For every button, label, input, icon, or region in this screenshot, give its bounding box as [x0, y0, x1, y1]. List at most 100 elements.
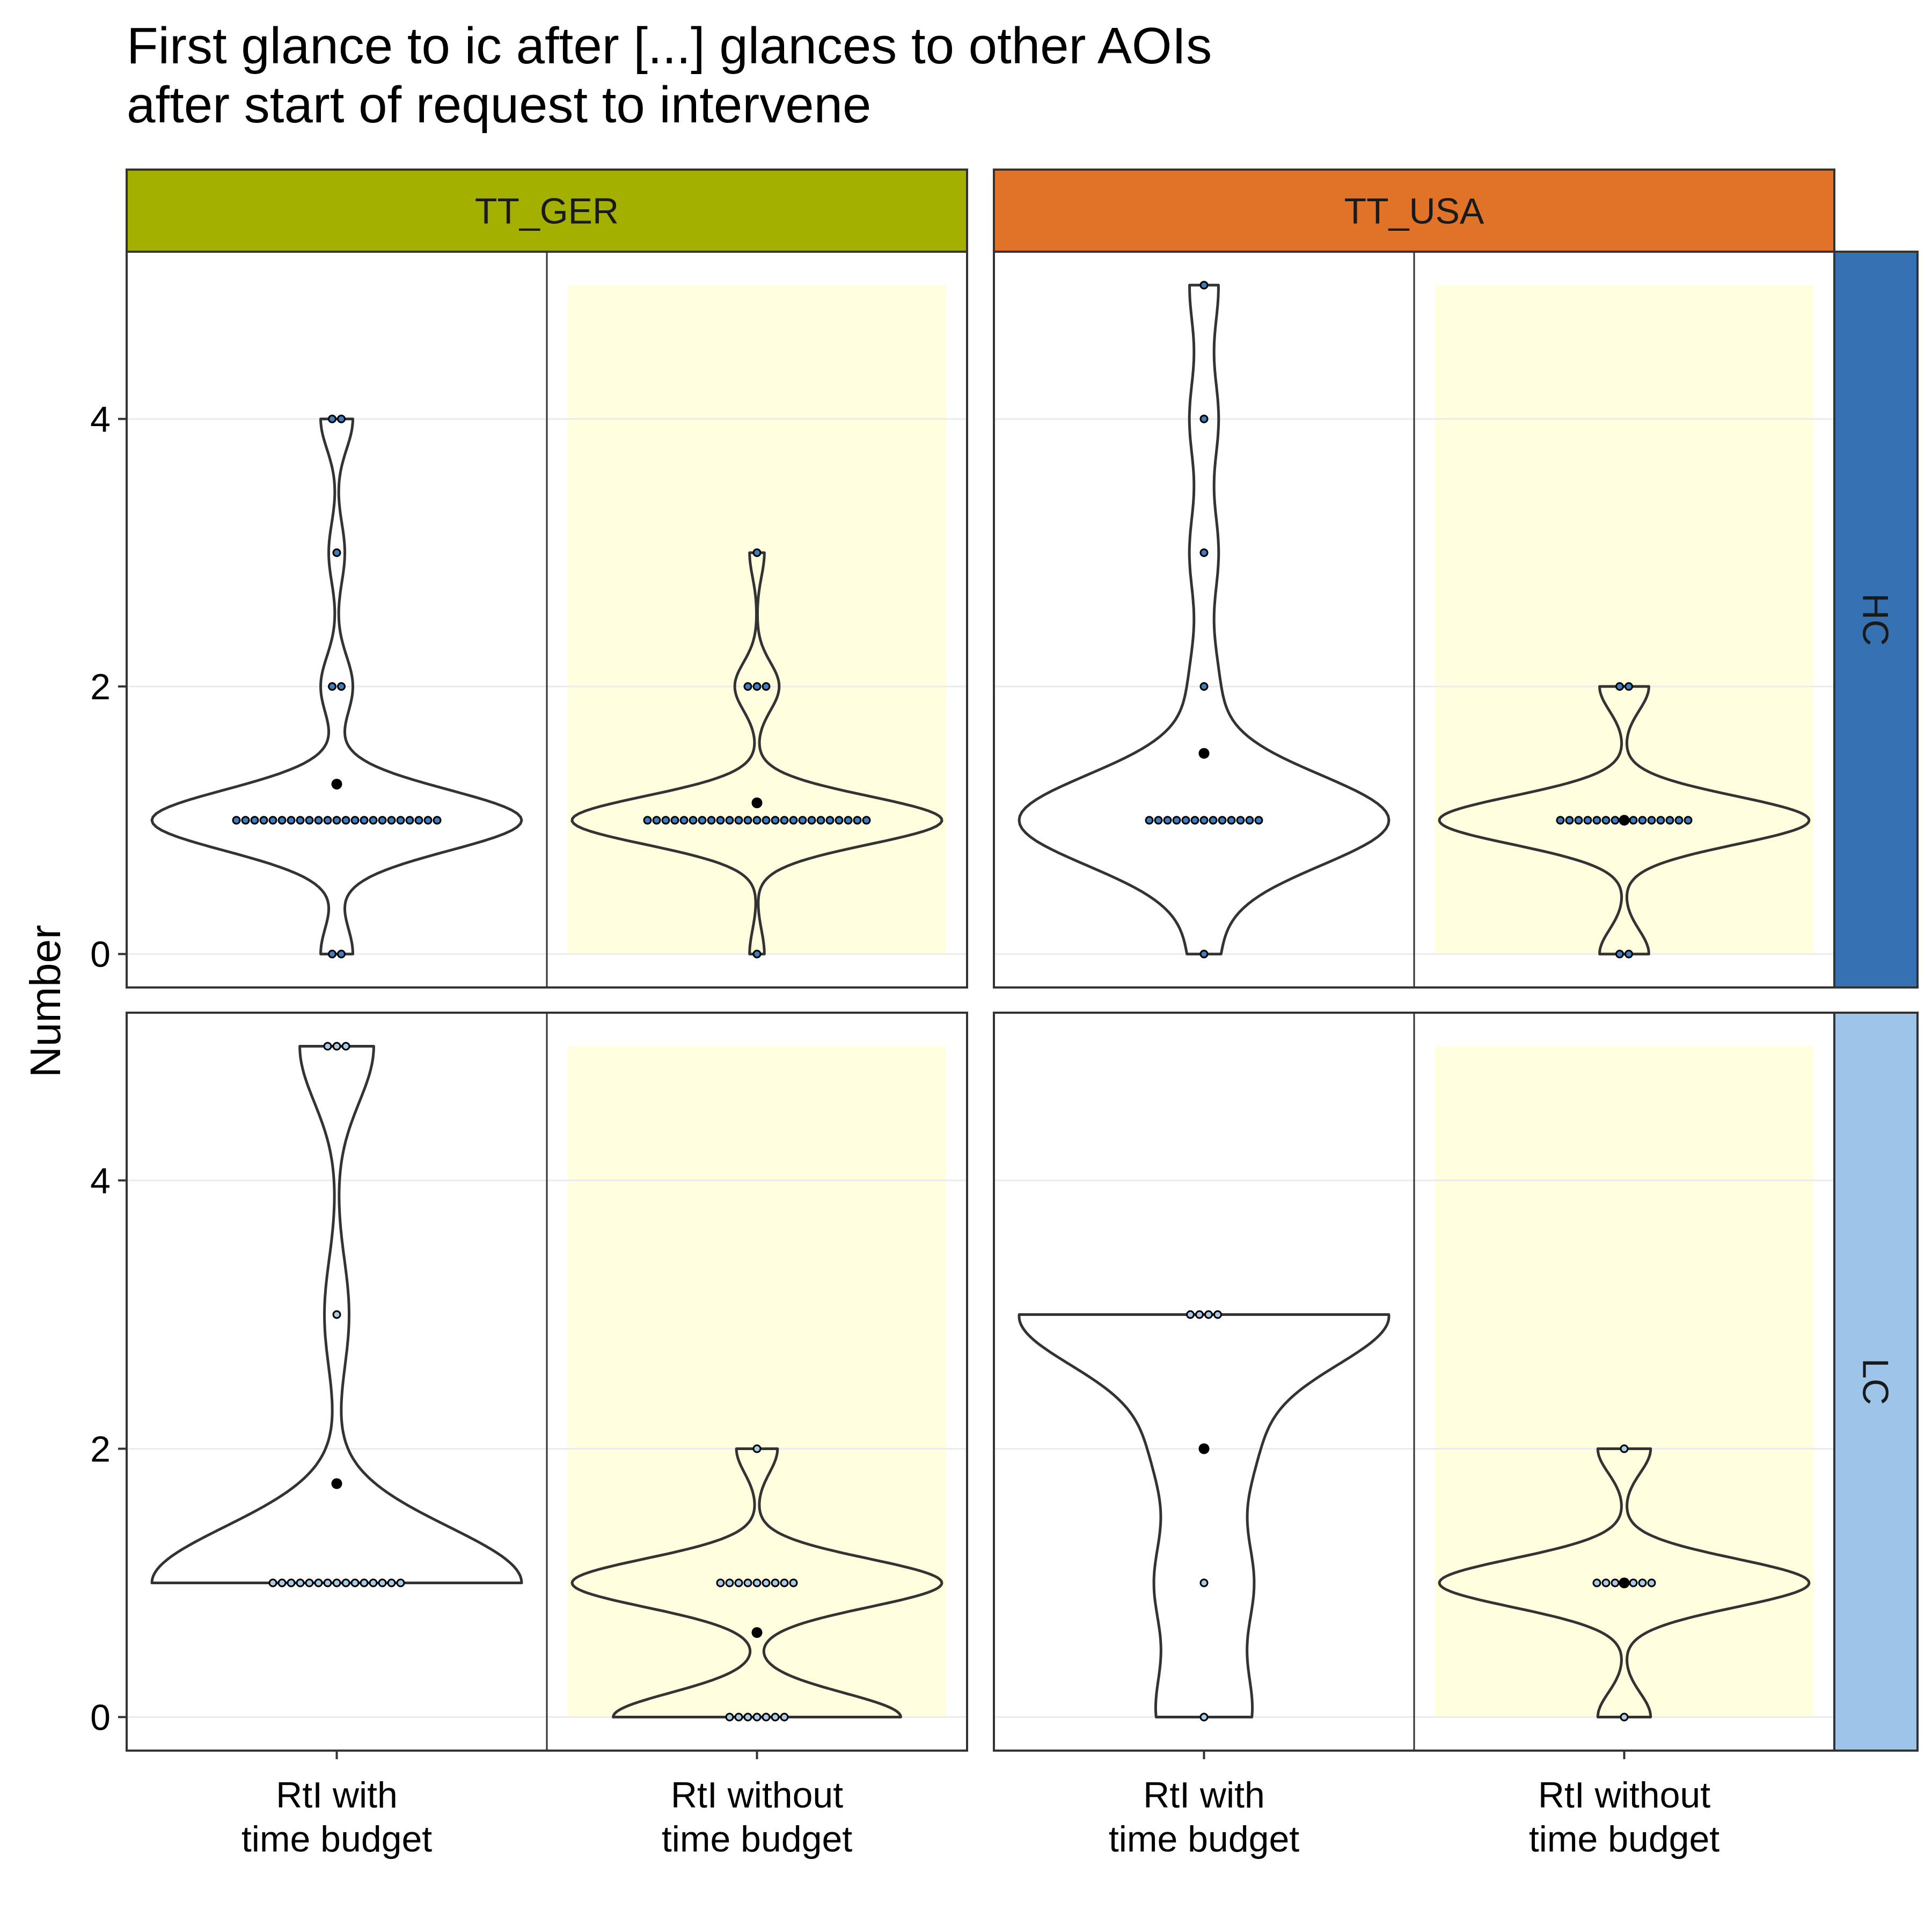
data-point: [350, 1578, 360, 1587]
data-point: [250, 816, 259, 825]
data-point: [277, 1578, 287, 1587]
highlight-band: [568, 1046, 946, 1717]
data-point: [341, 1578, 350, 1587]
data-point: [780, 1578, 789, 1587]
data-point: [652, 816, 661, 825]
data-point: [752, 1444, 762, 1453]
data-point: [789, 816, 798, 825]
data-point: [771, 1713, 780, 1722]
data-point: [1684, 816, 1693, 825]
data-point: [679, 816, 689, 825]
data-point: [1611, 1578, 1620, 1587]
data-point: [332, 816, 341, 825]
data-point: [780, 816, 789, 825]
data-point: [337, 949, 346, 958]
data-point: [1145, 816, 1154, 825]
violin-shape: [1438, 685, 1811, 956]
data-point: [232, 816, 241, 825]
data-point: [1186, 1310, 1195, 1319]
data-point: [268, 816, 277, 825]
y-tick-label: 4: [90, 1161, 111, 1202]
data-point: [277, 816, 287, 825]
data-point: [414, 816, 423, 825]
x-tick-label: RtI without time budget: [662, 1775, 852, 1860]
data-point: [378, 816, 387, 825]
data-point: [1601, 816, 1611, 825]
data-point: [1209, 816, 1218, 825]
data-point: [762, 1578, 771, 1587]
data-point: [1624, 949, 1633, 958]
data-point: [1218, 816, 1227, 825]
data-point: [743, 816, 752, 825]
panel-border: [993, 251, 1835, 989]
panel-tt-usa-hc: [993, 251, 1835, 989]
data-point: [816, 816, 825, 825]
y-tick-label: 0: [90, 934, 111, 975]
y-tick-label: 4: [90, 399, 111, 440]
data-point: [1601, 1578, 1611, 1587]
data-point: [752, 548, 762, 557]
data-point: [752, 682, 762, 691]
data-point: [734, 816, 743, 825]
violin-shape: [1018, 1313, 1391, 1718]
mean-point: [331, 1478, 342, 1489]
data-point: [1620, 1444, 1629, 1453]
data-point: [743, 682, 752, 691]
data-point: [1199, 816, 1209, 825]
facet-strip-label: HC: [1855, 593, 1896, 646]
data-point: [835, 816, 844, 825]
data-point: [241, 816, 250, 825]
data-point: [369, 1578, 378, 1587]
data-point: [360, 816, 369, 825]
data-point: [853, 816, 862, 825]
data-point: [762, 682, 771, 691]
data-point: [1556, 816, 1565, 825]
data-point: [323, 1578, 332, 1587]
data-point: [1592, 1578, 1601, 1587]
data-point: [762, 816, 771, 825]
violin-shape: [150, 1045, 523, 1584]
data-point: [1565, 816, 1574, 825]
data-point: [661, 816, 670, 825]
panel-tt-ger-lc: 0 2 4 RtI with time budget RtI without time bu…: [90, 1012, 968, 1860]
data-point: [1574, 816, 1583, 825]
data-point: [1629, 816, 1638, 825]
data-point: [296, 816, 305, 825]
data-point: [1592, 816, 1601, 825]
data-point: [1195, 1310, 1204, 1319]
data-point: [1190, 816, 1199, 825]
data-point: [387, 1578, 396, 1587]
data-point: [1172, 816, 1181, 825]
data-point: [689, 816, 698, 825]
data-point: [341, 1042, 350, 1051]
data-point: [328, 949, 336, 958]
data-point: [752, 949, 762, 958]
data-point: [350, 816, 360, 825]
data-point: [305, 1578, 314, 1587]
data-point: [825, 816, 835, 825]
data-point: [396, 816, 405, 825]
mean-point: [1619, 1577, 1630, 1589]
y-tick-label: 2: [90, 1429, 111, 1470]
mean-point: [751, 797, 763, 809]
data-point: [1611, 816, 1620, 825]
data-point: [1199, 949, 1209, 958]
data-point: [314, 816, 323, 825]
data-point: [771, 1578, 780, 1587]
data-point: [725, 816, 734, 825]
facet-strip-tt-ger: [126, 169, 968, 253]
x-tick-label: RtI without time budget: [1529, 1775, 1719, 1860]
data-point: [1615, 682, 1624, 691]
data-point: [1665, 816, 1674, 825]
data-point: [423, 816, 433, 825]
data-point: [1615, 949, 1624, 958]
data-point: [360, 1578, 369, 1587]
violin-shape: [1018, 283, 1391, 956]
data-point: [698, 816, 707, 825]
data-point: [725, 1578, 734, 1587]
data-point: [1647, 1578, 1656, 1587]
data-point: [752, 1578, 762, 1587]
data-point: [332, 1578, 341, 1587]
data-point: [1227, 816, 1236, 825]
